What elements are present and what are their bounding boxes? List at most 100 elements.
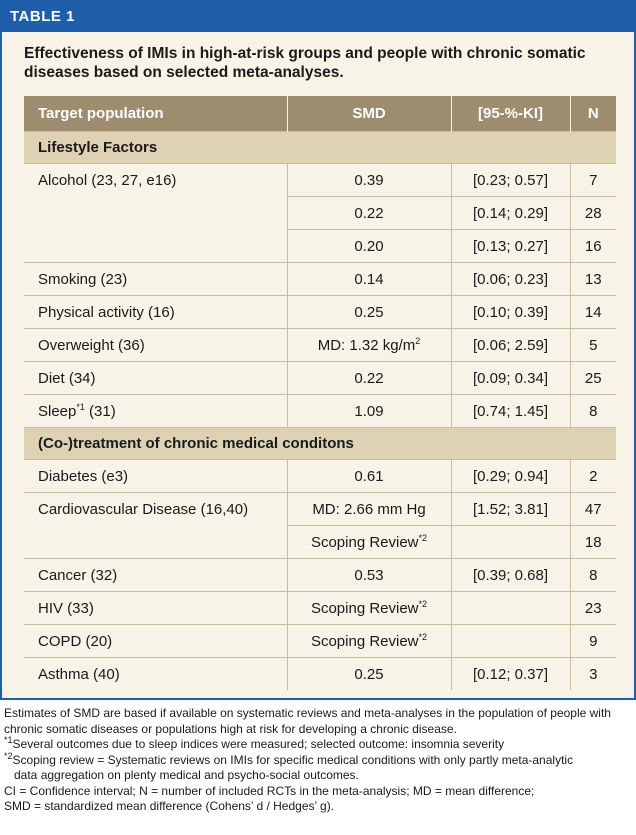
cell-n: 3: [569, 657, 616, 690]
cell-n: 18: [569, 525, 616, 559]
smd-text: 0.25: [354, 303, 384, 321]
footnote-2: *2Scoping review = Systematic reviews on…: [4, 750, 632, 769]
cell-smd: MD: 1.32 kg/m2: [286, 328, 451, 362]
table-row: Asthma (40) 0.25 [0.12; 0.37] 3: [24, 657, 616, 690]
footnote-1-mark: *1: [4, 735, 13, 745]
population-text: COPD (20): [38, 632, 113, 650]
cell-smd: 1.09: [286, 394, 451, 428]
smd-text: 0.61: [354, 467, 384, 485]
cell-population: Physical activity (16): [24, 295, 287, 329]
cell-ci: [0.23; 0.57]: [450, 163, 570, 197]
population-text: Alcohol (23, 27, e16): [38, 171, 177, 189]
smd-text: 0.53: [354, 566, 384, 584]
cell-n: 28: [569, 196, 616, 230]
cell-smd: MD: 2.66 mm Hg: [286, 492, 451, 526]
table-row: Cancer (32) 0.53 [0.39; 0.68] 8: [24, 558, 616, 592]
smd-text: 0.25: [354, 665, 384, 683]
cell-n: 14: [569, 295, 616, 329]
cell-smd: 0.39: [286, 163, 451, 197]
column-header-n: N: [569, 96, 616, 132]
smd-text: 0.20: [354, 237, 384, 255]
table-row: HIV (33) Scoping Review*2 23: [24, 591, 616, 625]
population-text: Cancer (32): [38, 566, 118, 584]
cell-ci: [0.06; 2.59]: [450, 328, 570, 362]
population-footnote-mark: *1: [76, 401, 85, 412]
cell-n: 16: [569, 229, 616, 263]
table-panel: TABLE 1 Effectiveness of IMIs in high-at…: [0, 0, 636, 700]
smd-text: MD: 2.66 mm Hg: [312, 500, 426, 518]
cell-smd: 0.22: [286, 196, 451, 230]
cell-smd: Scoping Review*2: [286, 525, 451, 559]
cell-smd: 0.61: [286, 459, 451, 493]
cell-ci: [450, 525, 570, 559]
section-row: Lifestyle Factors: [24, 131, 616, 164]
population-text: Cardiovascular Disease (16,40): [38, 500, 249, 518]
cell-ci: [450, 624, 570, 658]
smd-text: 0.14: [354, 270, 384, 288]
smd-superscript: *2: [418, 598, 428, 609]
smd-text: Scoping Review: [310, 632, 419, 650]
cell-ci: [0.10; 0.39]: [450, 295, 570, 329]
smd-text: MD: 1.32 kg/m: [317, 336, 416, 354]
smd-text: 1.09: [354, 402, 384, 420]
section-title: (Co-)treatment of chronic medical condit…: [24, 427, 616, 460]
footnote-2-text-a: Scoping review = Systematic reviews on I…: [12, 752, 574, 767]
population-text: Sleep: [38, 402, 77, 420]
cell-n: 8: [569, 394, 616, 428]
table-row: Physical activity (16) 0.25 [0.10; 0.39] 14: [24, 295, 616, 329]
cell-population: Alcohol (23, 27, e16): [24, 163, 287, 197]
cell-ci: [0.12; 0.37]: [450, 657, 570, 690]
column-header-ci: [95-%-KI]: [450, 96, 570, 132]
table-row: Sleep*1 (31) 1.09 [0.74; 1.45] 8: [24, 394, 616, 428]
table-row: Scoping Review*2 18: [24, 525, 616, 559]
population-text: HIV (33): [38, 599, 94, 617]
footnote-2-mark: *2: [4, 750, 13, 761]
table-row: 0.20 [0.13; 0.27] 16: [24, 229, 616, 263]
population-text: Diabetes (e3): [38, 467, 129, 485]
population-text: Diet (34): [38, 369, 96, 387]
cell-population: Cancer (32): [24, 558, 287, 592]
table-row: Cardiovascular Disease (16,40) MD: 2.66 m…: [24, 492, 616, 526]
smd-text: 0.22: [354, 204, 384, 222]
abbreviations-a: CI = Confidence interval; N = number of …: [4, 783, 535, 798]
cell-population: [24, 197, 287, 230]
abbreviations-b: SMD = standardized mean difference (Cohe…: [4, 799, 335, 813]
cell-ci: [450, 591, 570, 625]
table-row: 0.22 [0.14; 0.29] 28: [24, 196, 616, 230]
smd-superscript: *2: [418, 631, 428, 642]
cell-n: 2: [569, 459, 616, 493]
cell-ci: [0.14; 0.29]: [450, 196, 570, 230]
cell-ci: [0.13; 0.27]: [450, 229, 570, 263]
table-row: Diet (34) 0.22 [0.09; 0.34] 25: [24, 361, 616, 395]
cell-n: 13: [569, 262, 616, 296]
column-header-smd: SMD: [286, 96, 451, 132]
table-row: Alcohol (23, 27, e16) 0.39 [0.23; 0.57] 7: [24, 163, 616, 197]
cell-n: 8: [569, 558, 616, 592]
note-intro: Estimates of SMD are based if available …: [4, 706, 611, 736]
population-text: Smoking (23): [38, 270, 128, 288]
section-title: Lifestyle Factors: [24, 131, 616, 164]
cell-smd: 0.25: [286, 295, 451, 329]
cell-smd: 0.53: [286, 558, 451, 592]
cell-n: 47: [569, 492, 616, 526]
cell-smd: 0.20: [286, 229, 451, 263]
cell-population: Smoking (23): [24, 262, 287, 296]
cell-ci: [0.09; 0.34]: [450, 361, 570, 395]
table-row: COPD (20) Scoping Review*2 9: [24, 624, 616, 658]
table-caption: Effectiveness of IMIs in high-at-risk gr…: [24, 45, 586, 81]
header-row: Target population SMD [95-%-KI] N: [24, 96, 616, 132]
footnote-1-text: Several outcomes due to sleep indices we…: [12, 737, 505, 751]
cell-population: Diet (34): [24, 361, 287, 395]
cell-population: Cardiovascular Disease (16,40): [24, 492, 287, 526]
cell-smd: 0.25: [286, 657, 451, 690]
cell-population: Overweight (36): [24, 328, 287, 362]
smd-superscript: *2: [418, 532, 428, 543]
cell-population: Sleep*1 (31): [24, 394, 287, 428]
cell-ci: [0.39; 0.68]: [450, 558, 570, 592]
cell-n: 25: [569, 361, 616, 395]
cell-smd: Scoping Review*2: [286, 591, 451, 625]
cell-ci: [0.06; 0.23]: [450, 262, 570, 296]
footnote-1: *1Several outcomes due to sleep indices …: [4, 735, 632, 753]
cell-n: 23: [569, 591, 616, 625]
population-text: Physical activity (16): [38, 303, 175, 321]
